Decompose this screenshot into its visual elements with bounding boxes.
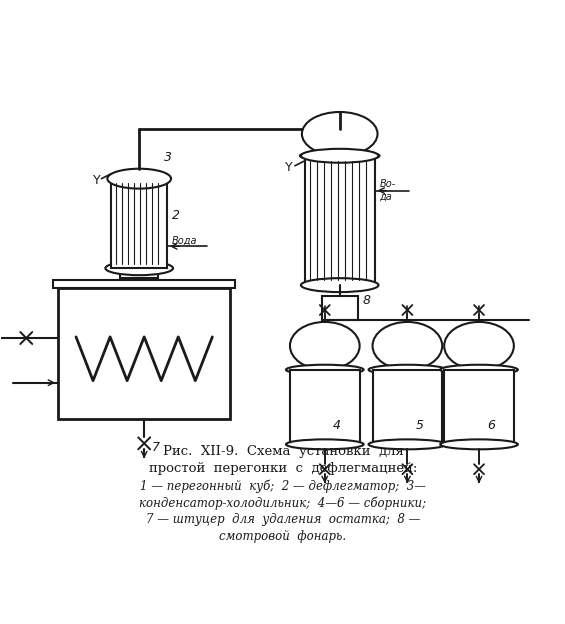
Text: 6: 6 (487, 419, 495, 432)
Text: конденсатор-холодильник;  4—6 — сборники;: конденсатор-холодильник; 4—6 — сборники; (140, 496, 427, 510)
Text: Y: Y (285, 161, 293, 173)
Bar (322, 296, 358, 320)
Text: 7 — штуцер  для  удаления  остатка;  8 —: 7 — штуцер для удаления остатка; 8 — (146, 513, 420, 526)
Ellipse shape (302, 112, 377, 156)
Text: Вода: Вода (172, 235, 198, 245)
Bar (120, 268, 158, 278)
Ellipse shape (106, 261, 173, 275)
Ellipse shape (440, 365, 518, 374)
Ellipse shape (372, 322, 442, 369)
Text: да: да (380, 192, 392, 202)
Text: Y: Y (93, 173, 101, 187)
Ellipse shape (368, 439, 446, 449)
Ellipse shape (290, 322, 359, 369)
Bar (58, 288, 231, 419)
Ellipse shape (286, 439, 364, 449)
Bar (372, 369, 442, 444)
Ellipse shape (440, 439, 518, 449)
Bar (305, 156, 375, 285)
Text: 5: 5 (415, 419, 423, 432)
Text: 8: 8 (363, 294, 371, 307)
Bar (111, 178, 167, 268)
Ellipse shape (286, 365, 364, 374)
Text: 3: 3 (164, 151, 172, 163)
Ellipse shape (301, 278, 379, 292)
Text: простой  перегонки  с  дефлегмацней:: простой перегонки с дефлегмацней: (149, 462, 417, 475)
Ellipse shape (107, 168, 171, 188)
Text: 7: 7 (152, 441, 160, 454)
Bar (290, 369, 359, 444)
Ellipse shape (444, 322, 514, 369)
Text: 1 — перегонный  куб;  2 — дефлегматор;  3—: 1 — перегонный куб; 2 — дефлегматор; 3— (140, 479, 426, 493)
Text: 4: 4 (333, 419, 341, 432)
Text: смотровой  фонарь.: смотровой фонарь. (219, 530, 346, 543)
Ellipse shape (301, 149, 379, 163)
Ellipse shape (300, 151, 380, 161)
Ellipse shape (368, 365, 446, 374)
Text: Рис.  XII-9.  Схема  установки  для: Рис. XII-9. Схема установки для (163, 446, 403, 459)
Bar (444, 369, 514, 444)
Text: Во-: Во- (380, 178, 395, 188)
Text: 2: 2 (172, 209, 180, 222)
Bar (53, 280, 235, 288)
